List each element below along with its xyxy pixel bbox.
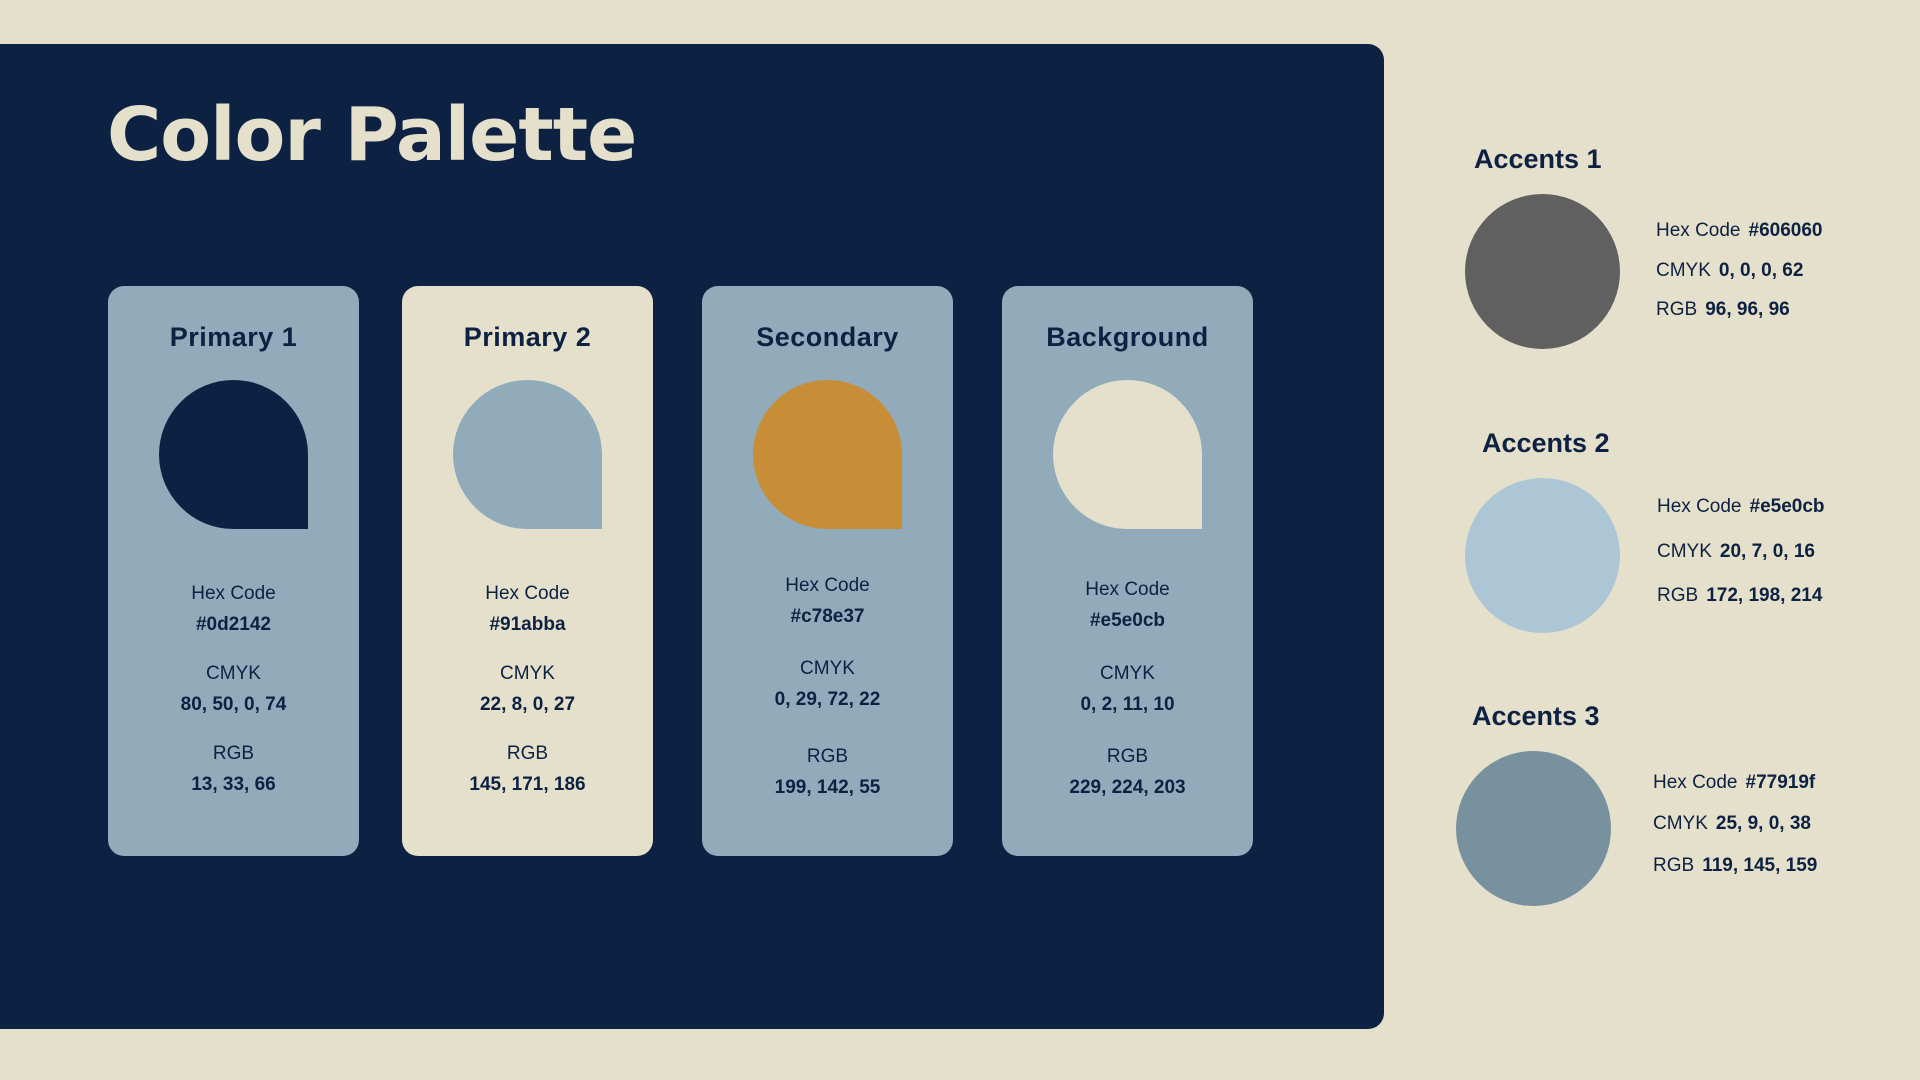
rgb-field: RGB 229, 224, 203	[1002, 741, 1253, 803]
color-card-secondary: Secondary Hex Code #c78e37 CMYK 0, 29, 7…	[702, 286, 953, 856]
accent-swatch	[1465, 194, 1620, 349]
accent-title: Accents 1	[1474, 144, 1602, 174]
rgb-label: RGB	[1653, 855, 1695, 876]
cmyk-label: CMYK	[800, 658, 855, 679]
hex-label: Hex Code	[485, 583, 570, 604]
accent-rgb: RGB 96, 96, 96	[1656, 299, 1790, 321]
rgb-label: RGB	[1106, 746, 1149, 767]
rgb-value: 229, 224, 203	[1069, 777, 1186, 798]
rgb-label: RGB	[506, 743, 549, 764]
rgb-value: 119, 145, 159	[1702, 855, 1818, 876]
accent-hex: Hex Code #606060	[1656, 220, 1822, 242]
cmyk-label: CMYK	[1657, 541, 1712, 562]
cmyk-value: 80, 50, 0, 74	[180, 694, 287, 715]
hex-value: #91abba	[489, 614, 566, 635]
hex-value: #e5e0cb	[1089, 610, 1165, 631]
accent-cmyk: CMYK 0, 0, 0, 62	[1656, 260, 1803, 282]
rgb-label: RGB	[1656, 299, 1698, 320]
cmyk-value: 22, 8, 0, 27	[479, 694, 576, 715]
rgb-value: 145, 171, 186	[469, 774, 586, 795]
card-title: Secondary	[756, 322, 899, 352]
rgb-value: 96, 96, 96	[1705, 299, 1790, 320]
hex-label: Hex Code	[785, 575, 870, 596]
hex-label: Hex Code	[1653, 772, 1738, 793]
rgb-label: RGB	[806, 746, 849, 767]
hex-value: #77919f	[1745, 772, 1816, 793]
cmyk-value: 0, 2, 11, 10	[1080, 694, 1175, 715]
rgb-value: 13, 33, 66	[191, 774, 276, 795]
accent-cmyk: CMYK 25, 9, 0, 38	[1653, 813, 1811, 835]
cmyk-field: CMYK 22, 8, 0, 27	[402, 658, 653, 720]
hex-label: Hex Code	[1085, 579, 1170, 600]
cmyk-value: 0, 29, 72, 22	[774, 689, 881, 710]
rgb-label: RGB	[212, 743, 255, 764]
accent-hex: Hex Code #e5e0cb	[1657, 496, 1825, 518]
accent-title: Accents 3	[1472, 701, 1600, 731]
rgb-field: RGB 13, 33, 66	[108, 738, 359, 800]
hex-field: Hex Code #e5e0cb	[1002, 574, 1253, 636]
accent-title: Accents 2	[1482, 428, 1610, 458]
cmyk-field: CMYK 80, 50, 0, 74	[108, 658, 359, 720]
cmyk-label: CMYK	[1100, 663, 1155, 684]
accent-rgb: RGB 172, 198, 214	[1657, 585, 1822, 607]
rgb-field: RGB 145, 171, 186	[402, 738, 653, 800]
accent-swatch	[1465, 478, 1620, 633]
hex-field: Hex Code #0d2142	[108, 578, 359, 640]
cmyk-value: 20, 7, 0, 16	[1719, 541, 1815, 562]
color-swatch	[453, 380, 602, 529]
accent-rgb: RGB 119, 145, 159	[1653, 855, 1817, 877]
rgb-label: RGB	[1657, 585, 1699, 606]
hex-field: Hex Code #c78e37	[702, 570, 953, 632]
color-card-background: Background Hex Code #e5e0cb CMYK 0, 2, 1…	[1002, 286, 1253, 856]
hex-label: Hex Code	[191, 583, 276, 604]
card-title: Primary 2	[463, 322, 592, 352]
card-title: Primary 1	[169, 322, 298, 352]
color-swatch	[159, 380, 308, 529]
cmyk-label: CMYK	[1653, 813, 1708, 834]
cmyk-label: CMYK	[500, 663, 555, 684]
accent-hex: Hex Code #77919f	[1653, 772, 1815, 794]
hex-label: Hex Code	[1657, 496, 1742, 517]
cmyk-field: CMYK 0, 2, 11, 10	[1002, 658, 1253, 720]
color-swatch	[1053, 380, 1202, 529]
hex-value: #0d2142	[195, 614, 271, 635]
cmyk-value: 0, 0, 0, 62	[1718, 260, 1804, 281]
page-title: Color Palette	[107, 92, 637, 178]
rgb-field: RGB 199, 142, 55	[702, 741, 953, 803]
accent-swatch	[1456, 751, 1611, 906]
color-swatch	[753, 380, 902, 529]
rgb-value: 172, 198, 214	[1706, 585, 1823, 606]
cmyk-field: CMYK 0, 29, 72, 22	[702, 653, 953, 715]
cmyk-label: CMYK	[206, 663, 261, 684]
hex-field: Hex Code #91abba	[402, 578, 653, 640]
color-card-primary-1: Primary 1 Hex Code #0d2142 CMYK 80, 50, …	[108, 286, 359, 856]
rgb-value: 199, 142, 55	[774, 777, 881, 798]
hex-value: #c78e37	[790, 606, 865, 627]
hex-value: #e5e0cb	[1749, 496, 1825, 517]
cmyk-label: CMYK	[1656, 260, 1711, 281]
hex-label: Hex Code	[1656, 220, 1741, 241]
cmyk-value: 25, 9, 0, 38	[1715, 813, 1811, 834]
card-title: Background	[1046, 322, 1209, 352]
color-card-primary-2: Primary 2 Hex Code #91abba CMYK 22, 8, 0…	[402, 286, 653, 856]
accent-cmyk: CMYK 20, 7, 0, 16	[1657, 541, 1815, 563]
hex-value: #606060	[1748, 220, 1823, 241]
